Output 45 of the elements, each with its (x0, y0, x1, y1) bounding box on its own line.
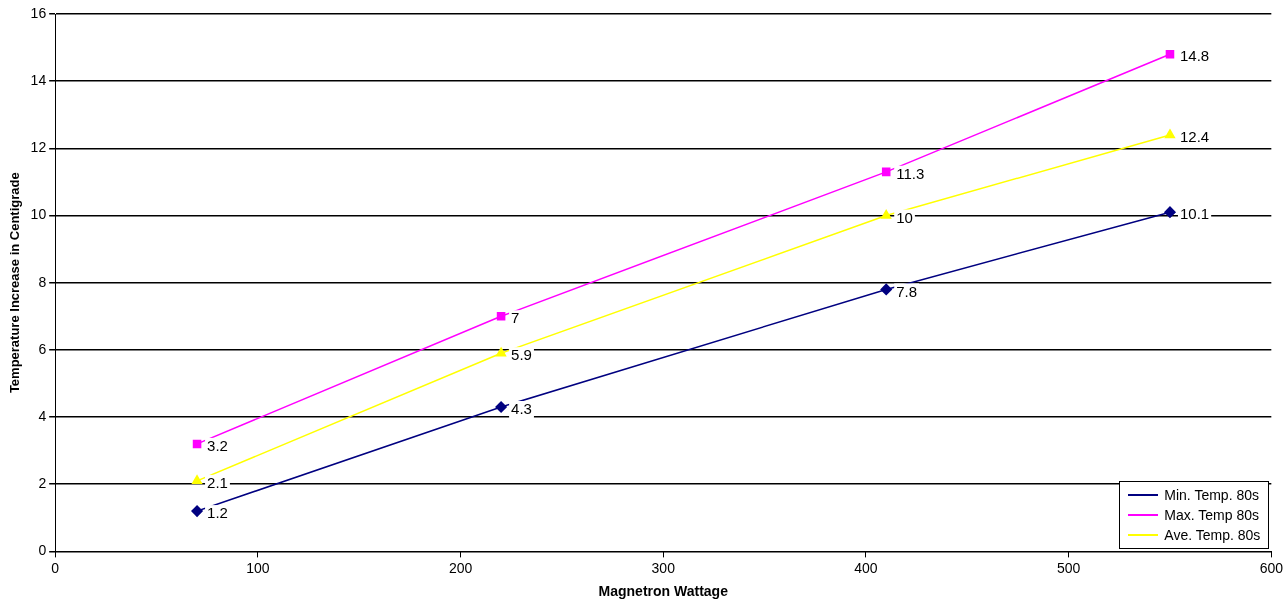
y-tick-label: 8 (38, 273, 47, 290)
y-tick-label: 12 (30, 139, 47, 156)
x-tick-label: 0 (51, 559, 60, 576)
x-tick-label: 100 (246, 559, 270, 576)
legend-label: Max. Temp 80s (1164, 507, 1259, 524)
data-label: 11.3 (896, 165, 925, 182)
point (1164, 206, 1176, 218)
y-tick-label: 4 (38, 407, 47, 424)
data-label: 10 (896, 208, 913, 226)
point (495, 401, 507, 413)
y-tick-label: 6 (38, 340, 47, 357)
point (881, 167, 891, 177)
x-tick-label: 300 (651, 559, 676, 576)
y-axis-title: Temperature Increase in Centigrade (7, 172, 23, 394)
x-tick-label: 200 (448, 559, 473, 576)
point (192, 439, 202, 449)
data-label: 12.4 (1179, 128, 1210, 146)
point (881, 209, 892, 219)
data-label: 7.8 (896, 282, 918, 300)
x-tick-label: 400 (854, 559, 878, 576)
point (1165, 50, 1175, 59)
data-label: 4.3 (511, 400, 532, 418)
data-label: 5.9 (511, 346, 532, 364)
data-label: 14.8 (1179, 47, 1210, 65)
y-tick-label: 14 (30, 72, 47, 89)
point (191, 505, 203, 517)
point (191, 475, 203, 485)
x-tick-label: 600 (1259, 559, 1284, 576)
data-label: 2.1 (207, 474, 228, 492)
data-label: 10.1 (1179, 205, 1210, 223)
legend-label: Ave. Temp. 80s (1164, 527, 1261, 544)
y-tick-label: 16 (30, 4, 47, 21)
legend-label: Min. Temp. 80s (1164, 487, 1259, 504)
x-tick-label: 500 (1056, 559, 1081, 576)
data-label: 7 (511, 309, 520, 327)
y-tick-label: 10 (30, 206, 47, 223)
point (880, 283, 892, 296)
y-tick-label: 0 (38, 542, 47, 559)
point (496, 347, 507, 357)
data-label: 1.2 (207, 504, 228, 522)
point (496, 312, 506, 321)
x-axis-title: Magnetron Wattage (598, 583, 729, 600)
data-label: 3.2 (207, 437, 228, 455)
point (1164, 129, 1176, 139)
y-tick-label: 2 (38, 475, 47, 492)
